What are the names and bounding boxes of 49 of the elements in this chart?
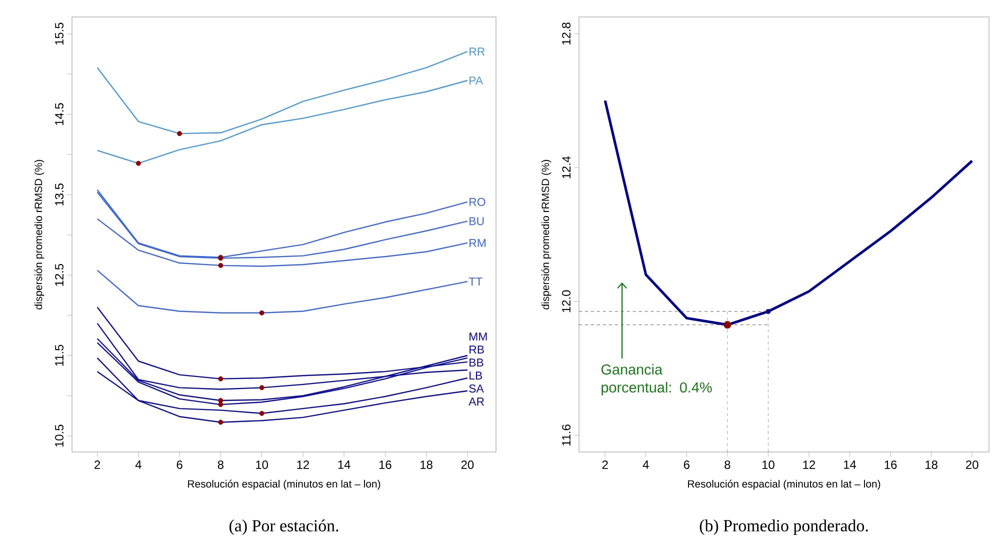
x-tick-label: 12 xyxy=(297,460,309,469)
x-axis-title: Resolución espacial (minutos en lat – lon) xyxy=(188,480,380,490)
series-label: BB xyxy=(470,358,484,366)
series-label: LB xyxy=(470,372,482,380)
x-tick-label: 18 xyxy=(926,460,938,469)
series-label: BU xyxy=(470,217,484,226)
x-tick-label: 4 xyxy=(642,460,649,469)
y-tick-label: 15.5 xyxy=(55,22,64,45)
series-label: MM xyxy=(470,332,487,340)
x-tick-label: 8 xyxy=(724,460,730,469)
series-label: RR xyxy=(470,48,485,56)
x-tick-label: 8 xyxy=(218,460,224,469)
x-tick-label: 14 xyxy=(338,460,350,469)
y-tick-label: 12.0 xyxy=(562,290,570,312)
annotation: Ganancia porcentual: 0.4% xyxy=(601,364,712,396)
x-tick-label: 2 xyxy=(94,460,100,469)
y-tick-label: 14.5 xyxy=(55,103,64,126)
series-label: PA xyxy=(470,76,484,84)
series-label: AR xyxy=(468,398,484,406)
x-tick-label: 4 xyxy=(135,460,142,469)
y-tick-label: 11.6 xyxy=(562,424,570,446)
x-tick-label: 16 xyxy=(884,460,897,469)
text: (b) Promedio ponderado. xyxy=(700,520,868,535)
x-tick-label: 14 xyxy=(844,460,856,469)
y-tick-label: 11.5 xyxy=(55,344,64,366)
x-axis-title: Resolución espacial (minutos en lat – lon) xyxy=(688,480,880,490)
series-label: RO xyxy=(470,198,486,206)
y-tick-label: 12.8 xyxy=(562,22,570,44)
x-tick-label: 10 xyxy=(762,460,774,469)
x-tick-label: 16 xyxy=(379,460,392,469)
series-label: RM xyxy=(470,238,486,247)
x-tick-label: 18 xyxy=(420,460,432,469)
y-tick-label: 13.5 xyxy=(55,184,64,206)
x-tick-label: 10 xyxy=(256,460,268,469)
text: (a) Por estación. xyxy=(230,520,338,535)
series-label: SA xyxy=(469,384,484,393)
series-label: TT xyxy=(468,278,482,286)
y-tick-label: 10.5 xyxy=(55,424,64,447)
x-tick-label: 6 xyxy=(684,460,690,469)
y-tick-label: 12.5 xyxy=(55,264,64,286)
y-axis-title: dispersión promedio rRMSD (%) xyxy=(34,160,44,310)
y-tick-label: 12.4 xyxy=(562,156,570,178)
series-label: RB xyxy=(470,346,484,354)
x-tick-label: 20 xyxy=(461,460,474,469)
x-tick-label: 20 xyxy=(966,460,978,469)
x-tick-label: 2 xyxy=(602,460,608,469)
x-tick-label: 6 xyxy=(176,460,182,469)
x-tick-label: 12 xyxy=(803,460,816,469)
y-axis-title: dispersión promedio rRMSD (%) xyxy=(541,160,552,310)
